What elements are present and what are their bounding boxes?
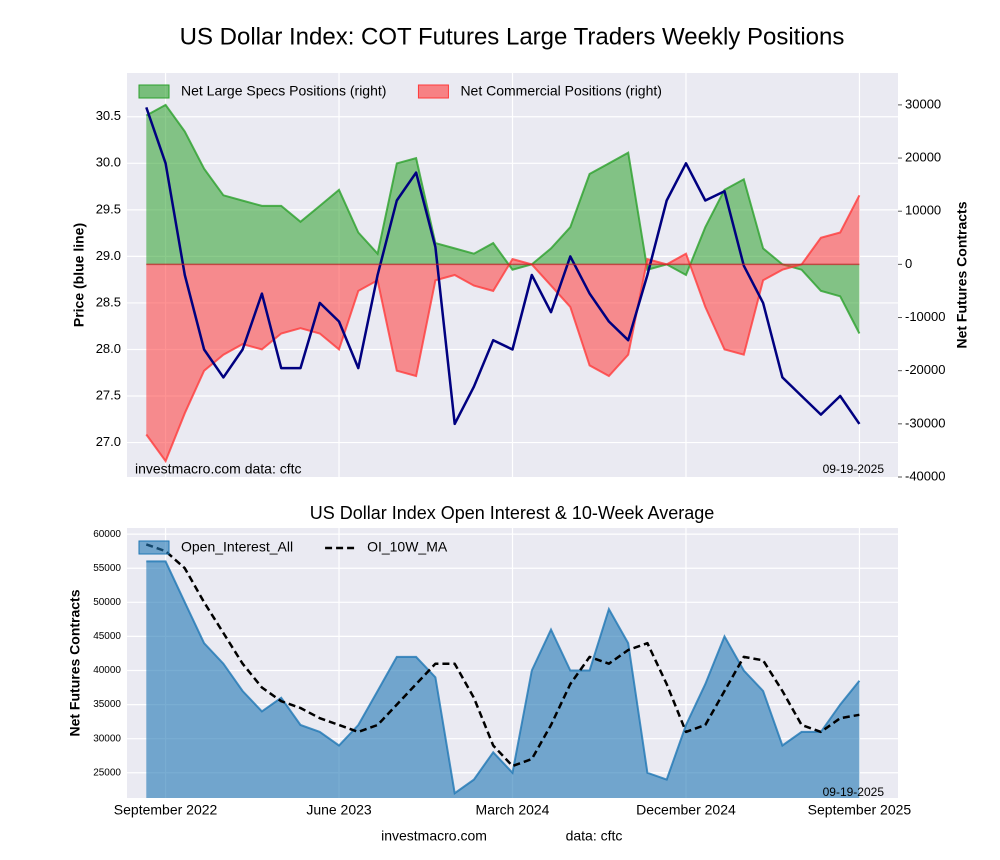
y-tick-label: 30.5 [96, 108, 121, 123]
legend-label: Net Large Specs Positions (right) [181, 83, 386, 99]
area-fill [146, 104, 860, 334]
x-tick-label: September 2025 [808, 802, 912, 818]
legend-label: Open_Interest_All [181, 539, 293, 555]
annotation: 09-19-2025 [823, 462, 885, 476]
y-tick-label: 55000 [93, 563, 121, 574]
y2-tick-label: -40000 [905, 468, 945, 483]
area-fill [146, 195, 860, 462]
legend-swatch [138, 84, 170, 99]
y2-tick-label: 10000 [905, 203, 941, 218]
y-tick-label: 25000 [93, 767, 121, 778]
series-line [145, 106, 861, 426]
legend-label: Net Commercial Positions (right) [460, 83, 662, 99]
y-tick-label: 27.5 [96, 387, 121, 402]
series-line [145, 543, 860, 768]
footer-site: investmacro.com [381, 828, 487, 844]
y-tick-label: 29.0 [96, 248, 121, 263]
plot-area [127, 528, 898, 798]
y2-tick-label: -30000 [905, 415, 945, 430]
y2-axis-label: Net Futures Contracts [954, 201, 970, 348]
y-tick-label: 28.0 [96, 341, 121, 356]
y2-tick-label: -20000 [905, 362, 945, 377]
y-axis-label: Net Futures Contracts [67, 589, 83, 736]
y2-tick-label: 30000 [905, 96, 941, 111]
area-outline [145, 103, 861, 334]
y-tick-label: 28.5 [96, 294, 121, 309]
y2-tick-label: 0 [905, 256, 912, 271]
x-tick-label: September 2022 [114, 802, 218, 818]
x-tick-label: March 2024 [476, 802, 550, 818]
y-tick-label: 40000 [93, 665, 121, 676]
legend-swatch [138, 540, 170, 555]
legend-swatch [417, 84, 449, 99]
y2-tick-label: 20000 [905, 149, 941, 164]
y-tick-label: 35000 [93, 699, 121, 710]
y-tick-label: 30000 [93, 733, 121, 744]
y-tick-label: 45000 [93, 631, 121, 642]
legend-label: OI_10W_MA [367, 539, 448, 555]
footer-source: data: cftc [566, 828, 623, 844]
annotation: 09-19-2025 [823, 785, 885, 799]
y-tick-label: 50000 [93, 597, 121, 608]
y-axis-label: Price (blue line) [71, 223, 87, 327]
y-tick-label: 60000 [93, 529, 121, 540]
x-tick-label: December 2024 [636, 802, 736, 818]
y-tick-label: 30.0 [96, 155, 121, 170]
x-tick-label: June 2023 [306, 802, 372, 818]
y-tick-label: 27.0 [96, 434, 121, 449]
y-tick-label: 29.5 [96, 201, 121, 216]
chart-subtitle: US Dollar Index Open Interest & 10-Week … [310, 503, 715, 523]
plot-area [127, 73, 898, 477]
area-outline [145, 194, 861, 464]
chart-title: US Dollar Index: COT Futures Large Trade… [180, 23, 845, 50]
y2-tick-label: -10000 [905, 309, 945, 324]
annotation: investmacro.com data: cftc [135, 461, 302, 477]
